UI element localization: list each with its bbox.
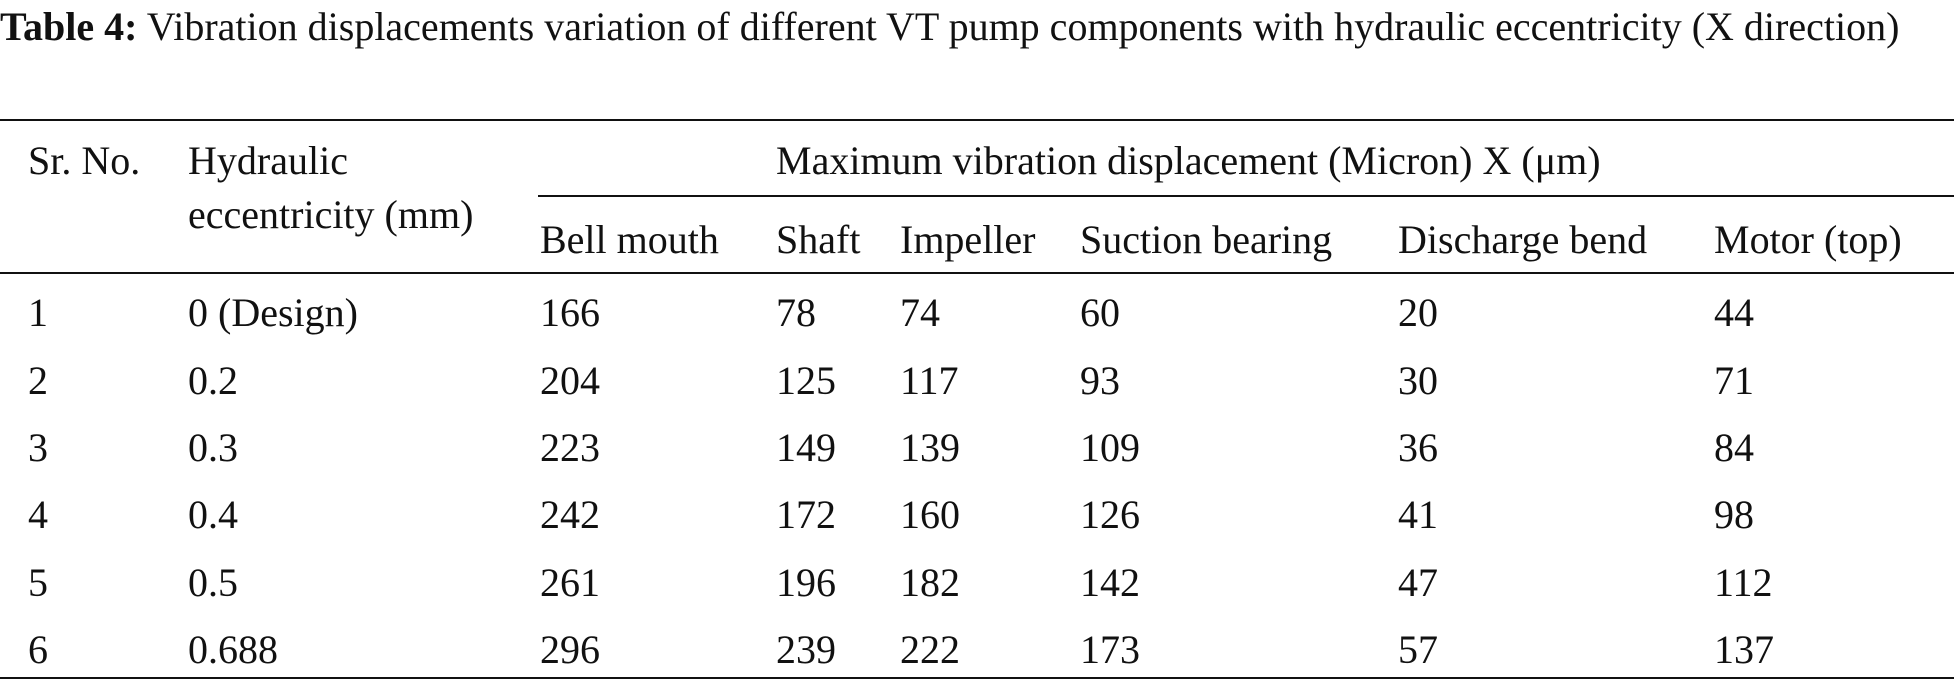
table-cell-sr-no: 4 bbox=[28, 492, 48, 537]
header-eccentricity-line-2: eccentricity (mm) bbox=[188, 192, 474, 237]
table-cell-impeller: 74 bbox=[900, 290, 940, 335]
table-cell-shaft: 239 bbox=[776, 627, 836, 672]
group-header-rule bbox=[538, 195, 1954, 197]
table-cell-bell-mouth: 204 bbox=[540, 358, 600, 403]
table-cell-shaft: 196 bbox=[776, 560, 836, 605]
table-cell-motor-top: 71 bbox=[1714, 358, 1754, 403]
table-cell-sr-no: 3 bbox=[28, 425, 48, 470]
header-impeller: Impeller bbox=[900, 217, 1036, 262]
table-cell-motor-top: 112 bbox=[1714, 560, 1773, 605]
table-cell-shaft: 149 bbox=[776, 425, 836, 470]
table-cell-motor-top: 84 bbox=[1714, 425, 1754, 470]
table-cell-eccentricity: 0.688 bbox=[188, 627, 278, 672]
table-cell-discharge-bend: 36 bbox=[1398, 425, 1438, 470]
table-cell-sr-no: 1 bbox=[28, 290, 48, 335]
table-cell-motor-top: 137 bbox=[1714, 627, 1774, 672]
table-cell-bell-mouth: 166 bbox=[540, 290, 600, 335]
table-cell-impeller: 222 bbox=[900, 627, 960, 672]
table-cell-impeller: 139 bbox=[900, 425, 960, 470]
table-cell-suction-bearing: 173 bbox=[1080, 627, 1140, 672]
table-cell-discharge-bend: 20 bbox=[1398, 290, 1438, 335]
table-cell-motor-top: 44 bbox=[1714, 290, 1754, 335]
header-eccentricity-line-1: Hydraulic bbox=[188, 138, 348, 183]
table-cell-bell-mouth: 242 bbox=[540, 492, 600, 537]
table-cell-bell-mouth: 223 bbox=[540, 425, 600, 470]
header-shaft: Shaft bbox=[776, 217, 861, 262]
table-cell-eccentricity: 0 (Design) bbox=[188, 290, 358, 335]
table-cell-suction-bearing: 142 bbox=[1080, 560, 1140, 605]
header-group-max-displacement: Maximum vibration displacement (Micron) … bbox=[776, 138, 1601, 183]
table-cell-eccentricity: 0.3 bbox=[188, 425, 238, 470]
table-cell-suction-bearing: 60 bbox=[1080, 290, 1120, 335]
header-bottom-rule bbox=[0, 272, 1954, 274]
table-cell-discharge-bend: 47 bbox=[1398, 560, 1438, 605]
table-top-rule bbox=[0, 119, 1954, 121]
table-cell-shaft: 78 bbox=[776, 290, 816, 335]
header-bell-mouth: Bell mouth bbox=[540, 217, 719, 262]
table-cell-suction-bearing: 126 bbox=[1080, 492, 1140, 537]
header-sr-no: Sr. No. bbox=[28, 138, 141, 183]
table-cell-eccentricity: 0.5 bbox=[188, 560, 238, 605]
header-discharge-bend: Discharge bend bbox=[1398, 217, 1648, 262]
table-cell-discharge-bend: 57 bbox=[1398, 627, 1438, 672]
table-cell-sr-no: 2 bbox=[28, 358, 48, 403]
table-cell-bell-mouth: 296 bbox=[540, 627, 600, 672]
table-cell-discharge-bend: 30 bbox=[1398, 358, 1438, 403]
header-motor-top: Motor (top) bbox=[1714, 217, 1902, 262]
table-cell-impeller: 160 bbox=[900, 492, 960, 537]
table-cell-sr-no: 6 bbox=[28, 627, 48, 672]
table-caption: Table 4: Vibration displacements variati… bbox=[0, 0, 1954, 54]
table-cell-impeller: 182 bbox=[900, 560, 960, 605]
table-cell-sr-no: 5 bbox=[28, 560, 48, 605]
table-cell-suction-bearing: 93 bbox=[1080, 358, 1120, 403]
table-cell-eccentricity: 0.2 bbox=[188, 358, 238, 403]
table-cell-impeller: 117 bbox=[900, 358, 959, 403]
table-bottom-rule bbox=[0, 677, 1954, 679]
table-cell-suction-bearing: 109 bbox=[1080, 425, 1140, 470]
table-cell-shaft: 172 bbox=[776, 492, 836, 537]
table-cell-discharge-bend: 41 bbox=[1398, 492, 1438, 537]
table-caption-text: Vibration displacements variation of dif… bbox=[146, 4, 1900, 49]
table-cell-bell-mouth: 261 bbox=[540, 560, 600, 605]
table-cell-motor-top: 98 bbox=[1714, 492, 1754, 537]
table-caption-label: Table 4: bbox=[0, 4, 138, 49]
table-cell-shaft: 125 bbox=[776, 358, 836, 403]
header-suction-bearing: Suction bearing bbox=[1080, 217, 1333, 262]
table-cell-eccentricity: 0.4 bbox=[188, 492, 238, 537]
